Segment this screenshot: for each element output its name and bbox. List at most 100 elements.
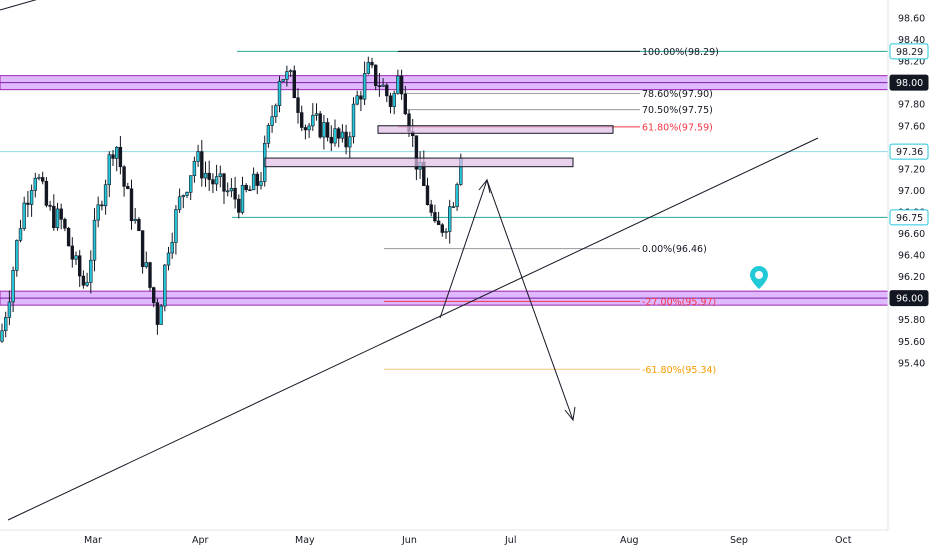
candle-89 <box>329 125 333 152</box>
candle-95 <box>351 97 356 144</box>
month-tick-0: Mar <box>84 535 102 546</box>
candle-61 <box>226 182 230 197</box>
candle-23 <box>85 272 89 287</box>
candle-36 <box>133 208 137 224</box>
candle-50 <box>185 191 189 198</box>
candle-25 <box>92 208 97 272</box>
candle-70 <box>259 171 263 190</box>
month-tick-6: Sep <box>730 535 748 546</box>
candle-118 <box>436 211 441 226</box>
candle-21 <box>78 250 82 287</box>
location-pin-icon[interactable] <box>750 266 768 289</box>
candle-17 <box>63 217 67 232</box>
price-tick-11: 97.60 <box>898 121 925 132</box>
month-tick-7: Oct <box>835 535 852 546</box>
candle-102 <box>377 73 382 97</box>
candle-65 <box>240 176 245 215</box>
candle-32 <box>118 135 123 175</box>
price-tick-15: 98.40 <box>898 35 925 46</box>
month-tick-1: Apr <box>192 535 209 546</box>
price-tick-4: 96.20 <box>898 272 925 283</box>
candle-27 <box>100 200 104 211</box>
time-axis-ticks: Mar Apr May Jun Jul Aug Sep Oct <box>84 535 852 546</box>
candle-101 <box>373 64 378 91</box>
candle-15 <box>55 202 60 231</box>
candle-75 <box>277 76 282 113</box>
candle-14 <box>52 194 56 231</box>
candle-121 <box>447 199 452 244</box>
candle-59 <box>218 165 222 188</box>
drawings-layer <box>0 0 819 521</box>
candle-115 <box>425 177 430 206</box>
candle-39 <box>144 251 148 269</box>
candle-6 <box>22 196 26 231</box>
candle-94 <box>348 131 352 158</box>
candle-7 <box>26 190 30 218</box>
candle-55 <box>203 161 208 187</box>
month-tick-4: Jul <box>504 535 516 546</box>
svg-text:96.75: 96.75 <box>896 213 923 224</box>
candle-93 <box>344 124 348 155</box>
uptrend-line[interactable] <box>7 137 819 521</box>
candle-103 <box>381 78 385 87</box>
price-axis-ticks: 95.4095.6095.8096.0096.2096.4096.6096.80… <box>898 14 925 370</box>
candle-81 <box>299 105 304 132</box>
candle-68 <box>251 167 256 191</box>
candle-19 <box>70 237 75 268</box>
candle-99 <box>366 56 370 75</box>
candle-42 <box>155 298 160 335</box>
candle-62 <box>229 178 234 198</box>
price-tag-4: 96.00 <box>889 290 929 307</box>
candle-20 <box>74 251 78 265</box>
price-tick-1: 95.60 <box>898 337 925 348</box>
candle-117 <box>433 204 437 223</box>
candle-3 <box>11 266 15 313</box>
candle-100 <box>370 57 374 69</box>
price-tick-16: 98.60 <box>898 14 925 25</box>
candle-87 <box>322 114 326 150</box>
candle-30 <box>111 150 115 166</box>
candle-28 <box>103 179 108 215</box>
candle-34 <box>126 182 130 190</box>
svg-text:98.00: 98.00 <box>896 78 923 89</box>
candle-72 <box>266 123 271 148</box>
candle-16 <box>59 203 63 230</box>
candle-45 <box>166 246 171 271</box>
candles-layer <box>0 56 463 343</box>
candle-46 <box>170 232 174 259</box>
candle-109 <box>403 85 407 116</box>
svg-text:97.36: 97.36 <box>896 147 923 158</box>
candle-85 <box>314 103 319 121</box>
svg-text:98.29: 98.29 <box>896 47 923 58</box>
candle-107 <box>396 69 400 95</box>
month-tick-3: Jun <box>401 535 417 546</box>
candle-66 <box>244 183 248 193</box>
candle-52 <box>192 156 197 183</box>
price-tag-0: 98.29 <box>889 43 929 60</box>
candle-13 <box>48 200 52 211</box>
candle-35 <box>129 179 134 230</box>
candle-108 <box>399 69 404 100</box>
fib-label-2: 70.50%(97.75) <box>642 105 713 116</box>
price-tag-3: 96.75 <box>889 209 929 226</box>
price-tick-14: 98.20 <box>898 57 925 68</box>
candle-2 <box>7 290 12 326</box>
time-axis[interactable] <box>0 530 888 550</box>
candle-1 <box>4 311 8 338</box>
demand-box[interactable] <box>264 157 574 168</box>
candle-63 <box>233 176 237 209</box>
candle-119 <box>440 223 444 237</box>
fib-label-3: 61.80%(97.59) <box>642 122 713 133</box>
candle-38 <box>140 230 145 274</box>
arrow-down-head-icon <box>564 406 576 422</box>
price-tags: 98.29 98.00 97.36 96.75 96.00 <box>889 43 929 307</box>
candle-86 <box>318 111 322 139</box>
zone-layer <box>0 75 889 306</box>
supply-box[interactable] <box>377 125 614 134</box>
candle-10 <box>37 173 41 181</box>
candle-69 <box>255 171 259 195</box>
candle-67 <box>248 185 252 192</box>
candle-78 <box>288 69 293 77</box>
candle-58 <box>214 164 219 192</box>
